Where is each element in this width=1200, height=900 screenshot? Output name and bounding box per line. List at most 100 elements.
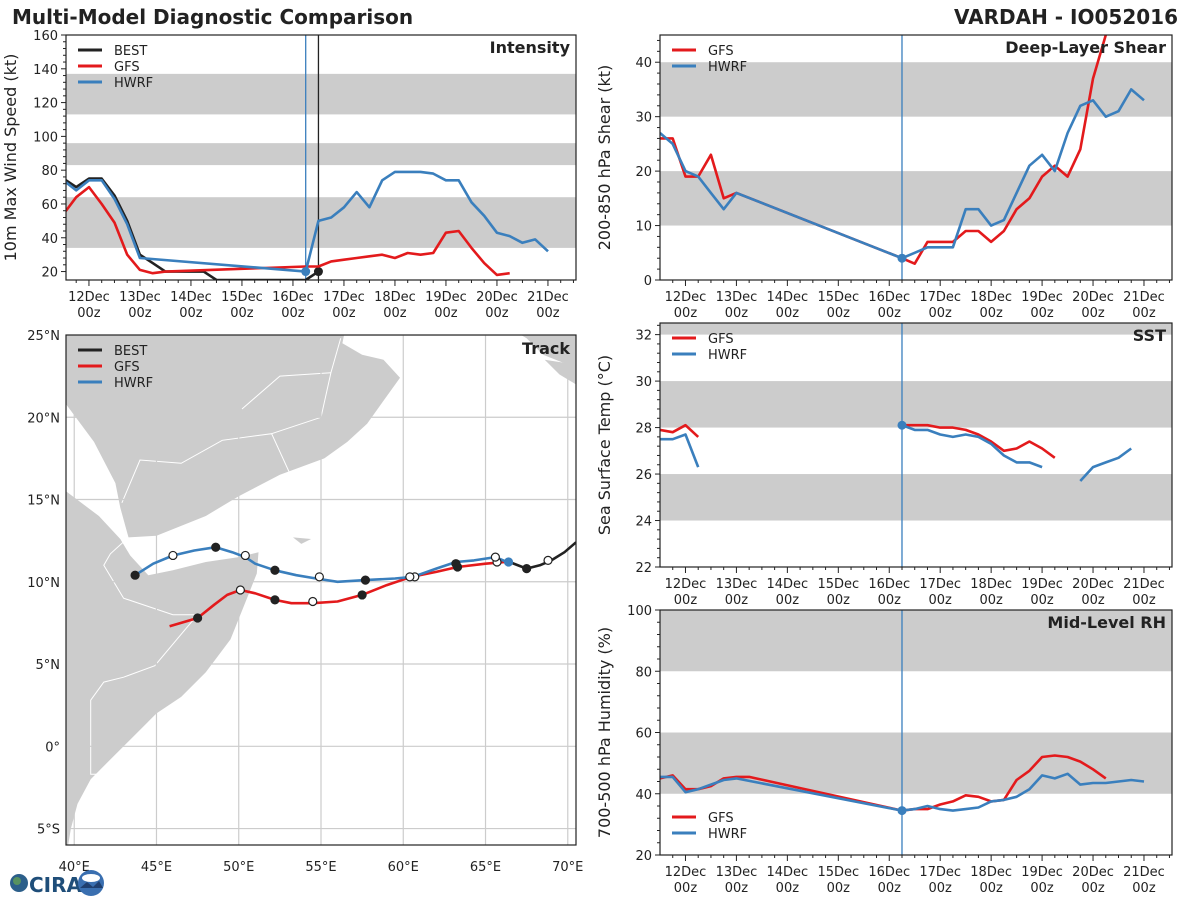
legend-label-gfs: GFS [708, 44, 734, 59]
y-axis-label: Sea Surface Temp (°C) [595, 355, 614, 535]
x-tick-label: 00z [536, 306, 560, 321]
storm-name-title: VARDAH - IO052016 [954, 5, 1178, 29]
y-tick-label: 40 [635, 56, 652, 71]
x-tick-label: 00z [383, 306, 407, 321]
series-marker-best [313, 267, 323, 277]
y-tick-label: 24 [635, 515, 652, 530]
shading-band [660, 610, 1172, 672]
legend-label-hwrf: HWRF [114, 376, 153, 391]
legend-label-gfs: GFS [114, 360, 140, 375]
x-tick-label: 00z [878, 593, 902, 608]
x-tick-label: 00z [725, 881, 749, 896]
track-marker-gfs [270, 595, 280, 605]
x-tick-label: 00z [1030, 306, 1054, 321]
x-tick-label: 00z [1081, 881, 1105, 896]
series-group [660, 35, 1145, 266]
legend-label-hwrf: HWRF [708, 348, 747, 363]
chart-intensity: 2040608010012014016012Dec00z13Dec00z14De… [1, 29, 577, 321]
x-tick-label: 14Dec [767, 577, 809, 592]
y-tick-label: 100 [33, 130, 58, 145]
y-tick-label: 20 [41, 266, 58, 281]
x-tick-label: 12Dec [665, 865, 707, 880]
land-socotra [293, 537, 312, 544]
x-tick-label: 00z [827, 593, 851, 608]
x-tick-label: 00z [281, 306, 305, 321]
shading-band [660, 171, 1172, 226]
x-tick-label: 12Dec [665, 290, 707, 305]
y-tick-label: 80 [635, 665, 652, 680]
track-marker-gfs [193, 613, 203, 623]
x-tick-label: 12Dec [665, 577, 707, 592]
panel-title: Intensity [490, 38, 571, 57]
x-tick-label: 19Dec [425, 290, 467, 305]
x-tick-label: 18Dec [970, 865, 1012, 880]
lon-tick-label: 55°E [305, 860, 336, 875]
x-tick-label: 21Dec [527, 290, 569, 305]
x-tick-label: 00z [979, 593, 1003, 608]
x-tick-label: 13Dec [119, 290, 161, 305]
x-tick-label: 19Dec [1021, 577, 1063, 592]
x-tick-label: 16Dec [868, 577, 910, 592]
track-marker-hwrf [405, 572, 415, 582]
x-tick-label: 16Dec [272, 290, 314, 305]
legend-label-gfs: GFS [708, 332, 734, 347]
x-tick-label: 14Dec [170, 290, 212, 305]
x-tick-label: 14Dec [767, 290, 809, 305]
panel-title: Deep-Layer Shear [1005, 38, 1166, 57]
x-tick-label: 00z [1030, 593, 1054, 608]
y-tick-label: 28 [635, 422, 652, 437]
lat-tick-label: 0° [45, 740, 60, 755]
x-tick-label: 00z [725, 306, 749, 321]
x-tick-label: 00z [929, 881, 953, 896]
x-tick-label: 00z [179, 306, 203, 321]
figure-title: Multi-Model Diagnostic Comparison [12, 5, 414, 29]
lat-tick-label: 10°N [27, 576, 60, 591]
shading-band [66, 73, 576, 115]
cira-logo: CIRA [10, 870, 104, 897]
series-line-hwrf [901, 423, 1043, 469]
x-tick-label: 00z [929, 306, 953, 321]
x-tick-label: 00z [434, 306, 458, 321]
shading-band [660, 323, 1172, 335]
series-marker-hwrf [897, 420, 907, 430]
x-tick-label: 13Dec [716, 290, 758, 305]
x-tick-label: 21Dec [1123, 865, 1165, 880]
series-line-hwrf [1079, 447, 1132, 482]
x-tick-label: 19Dec [1021, 290, 1063, 305]
track-marker-hwrf [503, 557, 514, 567]
track-marker-gfs [308, 596, 318, 607]
lon-tick-label: 70°E [552, 860, 583, 875]
y-tick-label: 30 [635, 375, 652, 390]
y-tick-label: 20 [635, 849, 652, 864]
shading-band [66, 197, 576, 248]
plot-frame [659, 322, 1173, 568]
x-tick-label: 00z [878, 881, 902, 896]
y-tick-label: 26 [635, 468, 652, 483]
x-tick-label: 00z [776, 306, 800, 321]
x-tick-label: 00z [1030, 881, 1054, 896]
lon-tick-label: 40°E [59, 860, 90, 875]
land-arabia [66, 335, 400, 538]
x-tick-label: 00z [1132, 881, 1156, 896]
lat-tick-label: 25°N [27, 329, 60, 344]
legend-label-best: BEST [114, 344, 147, 359]
plot-frame [65, 34, 577, 281]
y-tick-label: 60 [635, 727, 652, 742]
y-tick-label: 20 [635, 165, 652, 180]
lat-tick-label: 5°S [37, 823, 60, 838]
x-tick-label: 00z [776, 593, 800, 608]
x-tick-label: 00z [1081, 306, 1105, 321]
y-tick-label: 120 [33, 97, 58, 112]
lon-tick-label: 60°E [388, 860, 419, 875]
x-tick-label: 12Dec [68, 290, 110, 305]
x-tick-label: 15Dec [817, 290, 859, 305]
track-marker-hwrf [360, 575, 371, 585]
series-line-gfs [660, 423, 700, 438]
legend-label-hwrf: HWRF [114, 76, 153, 91]
track-marker-best [543, 555, 553, 565]
chart-track: 40°E 45°E 50°E 55°E 60°E 65°E 70°E 25°N 20°N 15°N… [27, 329, 583, 875]
lat-tick-label: 5°N [36, 658, 61, 673]
